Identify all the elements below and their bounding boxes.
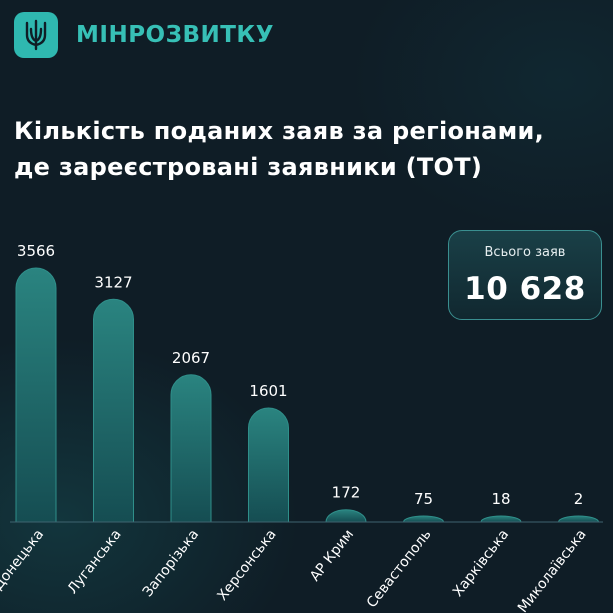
bar-1	[15, 267, 57, 523]
value-label-2: 3127	[94, 273, 132, 291]
category-label-2: Луганська	[65, 527, 125, 597]
bar-7	[480, 515, 522, 523]
bar-3	[170, 374, 212, 523]
value-label-7: 18	[491, 490, 510, 508]
value-label-8: 2	[574, 490, 584, 508]
total-value: 10 628	[464, 271, 586, 307]
value-label-4: 1601	[249, 382, 287, 400]
chart-title: Кількість поданих заяв за регіонами, де …	[14, 113, 604, 185]
category-label-6: Севастополь	[364, 527, 435, 611]
category-label-8: Миколаївська	[515, 527, 590, 613]
value-label-1: 3566	[17, 242, 55, 260]
value-label-5: 172	[332, 484, 361, 502]
category-label-3: Запорізька	[140, 527, 202, 601]
category-label-4: Херсонська	[214, 527, 279, 604]
value-label-3: 2067	[172, 349, 210, 367]
chart-title-line-2: де зареєстровані заявники (ТОТ)	[14, 153, 483, 181]
bar-4	[248, 407, 289, 523]
bar-5	[325, 509, 367, 523]
total-summary-card: Всього заяв 10 628	[448, 230, 602, 320]
bar-6	[402, 515, 445, 523]
bar-8	[557, 515, 600, 523]
bar-2	[93, 298, 134, 523]
chart-title-line-1: Кількість поданих заяв за регіонами,	[14, 117, 545, 145]
category-label-5: АР Крим	[307, 527, 357, 585]
brand-name: МІНРОЗВИТКУ	[76, 22, 274, 48]
category-label-7: Харківська	[450, 527, 512, 600]
total-label: Всього заяв	[484, 245, 566, 260]
ministry-logo	[14, 12, 58, 58]
category-label-1: Донецька	[0, 527, 47, 594]
value-label-6: 75	[414, 490, 433, 508]
trident-icon	[25, 19, 47, 51]
